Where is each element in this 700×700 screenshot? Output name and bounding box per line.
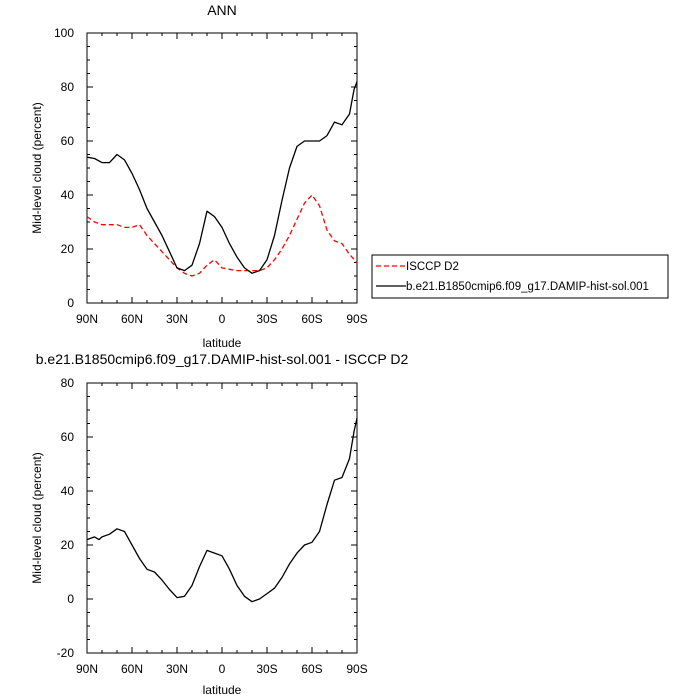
- top-y-tick-label: 0: [67, 296, 74, 310]
- top-x-axis-label: latitude: [203, 336, 242, 350]
- bottom-x-tick-label: 0: [219, 662, 226, 676]
- legend-label-isccp: ISCCP D2: [406, 261, 459, 273]
- bottom-x-tick-label: 30S: [256, 662, 277, 676]
- top-x-tick-label: 60N: [121, 312, 143, 326]
- top-x-tick-label: 30S: [256, 312, 277, 326]
- top-x-axis: 90N 60N 30N 0 30S 60S 90S: [76, 33, 368, 326]
- top-x-tick-label: 30N: [166, 312, 188, 326]
- top-plot-frame: [86, 32, 358, 304]
- bottom-y-tick-label: 80: [61, 376, 75, 390]
- bottom-y-tick-label: 60: [61, 430, 75, 444]
- top-y-tick-label: 20: [61, 242, 75, 256]
- bottom-series-lines: [86, 417, 358, 603]
- bottom-x-tick-label: 30N: [166, 662, 188, 676]
- bottom-x-tick-label: 90N: [76, 662, 98, 676]
- top-series-line-isccp: [86, 194, 358, 277]
- top-x-tick-label: 60S: [301, 312, 322, 326]
- bottom-series-line-model: [86, 417, 358, 603]
- bottom-panel: b.e21.B1850cmip6.f09_g17.DAMIP-hist-sol.…: [30, 351, 408, 697]
- bottom-x-tick-label: 60N: [121, 662, 143, 676]
- bottom-x-tick-label: 90S: [346, 662, 367, 676]
- bottom-y-tick-label: 20: [61, 538, 75, 552]
- top-series-line-model: [86, 81, 358, 274]
- bottom-x-axis-label: latitude: [203, 683, 242, 697]
- top-series-lines: [86, 81, 358, 277]
- top-y-tick-label: 60: [61, 134, 75, 148]
- bottom-plot-frame: [86, 382, 358, 654]
- top-panel: ANN 0 20 40 60 80 100 90N 60N 30N 0 30S 60S 90S lat…: [30, 2, 368, 350]
- bottom-title: b.e21.B1850cmip6.f09_g17.DAMIP-hist-sol.…: [36, 351, 409, 367]
- bottom-x-tick-label: 60S: [301, 662, 322, 676]
- legend-label-model: b.e21.B1850cmip6.f09_g17.DAMIP-hist-sol.…: [406, 281, 649, 293]
- top-y-tick-label: 80: [61, 80, 75, 94]
- top-x-tick-label: 0: [219, 312, 226, 326]
- bottom-x-axis: 90N 60N 30N 0 30S 60S 90S: [76, 383, 368, 676]
- bottom-y-tick-label: 0: [67, 592, 74, 606]
- top-y-tick-label: 40: [61, 188, 75, 202]
- top-title: ANN: [207, 2, 237, 18]
- legend-box: [371, 254, 669, 299]
- top-x-tick-label: 90S: [346, 312, 367, 326]
- top-y-axis: 0 20 40 60 80 100: [54, 26, 357, 310]
- top-y-tick-label: 100: [54, 26, 74, 40]
- legend[interactable]: ISCCP D2 b.e21.B1850cmip6.f09_g17.DAMIP-…: [371, 254, 669, 299]
- top-x-tick-label: 90N: [76, 312, 98, 326]
- bottom-y-tick-label: -20: [57, 646, 75, 660]
- top-y-axis-label: Mid-level cloud (percent): [30, 102, 44, 233]
- bottom-y-axis-label: Mid-level cloud (percent): [30, 452, 44, 583]
- bottom-y-axis: -20 0 20 40 60 80: [57, 376, 357, 660]
- bottom-y-tick-label: 40: [61, 484, 75, 498]
